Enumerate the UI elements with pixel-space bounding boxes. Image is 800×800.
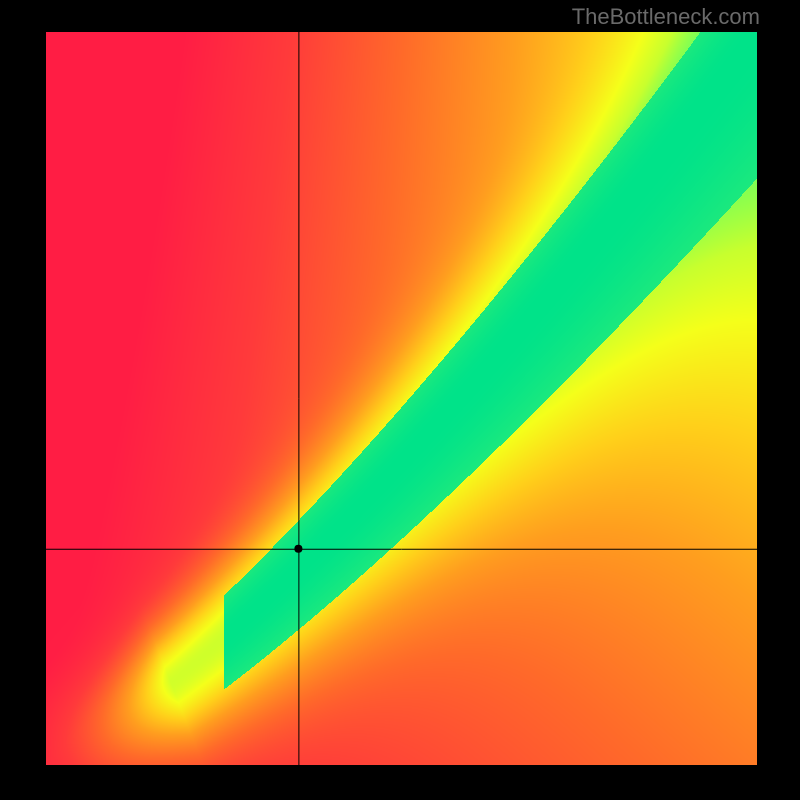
watermark-text: TheBottleneck.com [572,4,760,30]
chart-container: TheBottleneck.com [0,0,800,800]
bottleneck-heatmap [46,32,757,765]
